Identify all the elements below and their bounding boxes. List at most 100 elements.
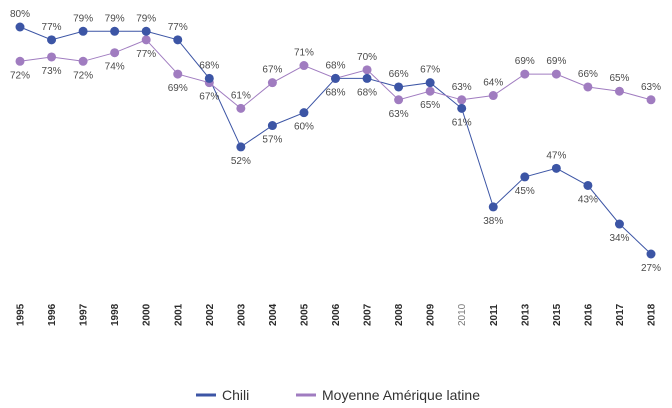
data-point-s0-2017: [614, 219, 624, 229]
data-label-s1-2001: 69%: [168, 83, 188, 94]
data-point-s1-1996: [47, 52, 57, 62]
data-label-s0-2004: 57%: [262, 135, 282, 146]
data-point-s1-2000: [141, 35, 151, 45]
legend-label-chili: Chili: [222, 387, 249, 403]
data-label-s0-2000: 79%: [136, 13, 156, 24]
data-label-s0-1996: 77%: [42, 22, 62, 33]
data-label-s1-2009: 65%: [420, 100, 440, 111]
data-point-s0-2004: [267, 121, 277, 131]
data-label-s1-2008: 63%: [389, 109, 409, 120]
x-tick-2000: 2000: [142, 303, 153, 326]
data-point-s1-2010: [457, 95, 467, 105]
data-point-s1-1998: [110, 48, 120, 58]
data-point-s0-2009: [425, 78, 435, 88]
x-tick-2011: 2011: [489, 304, 500, 326]
legend-item-chili: Chili: [196, 387, 249, 403]
data-point-s0-1996: [47, 35, 57, 45]
x-tick-2018: 2018: [647, 303, 658, 326]
data-label-s1-2005: 71%: [294, 48, 314, 59]
data-point-s1-2016: [583, 82, 593, 92]
legend-label-moyenne: Moyenne Amérique latine: [322, 387, 480, 403]
data-point-s1-1997: [78, 56, 88, 66]
data-label-s0-2002: 68%: [199, 60, 219, 71]
legend-item-moyenne: Moyenne Amérique latine: [296, 387, 480, 403]
data-label-s1-1995: 72%: [10, 70, 30, 81]
x-tick-2017: 2017: [615, 303, 626, 326]
data-label-s1-1997: 72%: [73, 70, 93, 81]
data-point-s1-2009: [425, 86, 435, 96]
data-label-s1-2016: 66%: [578, 69, 598, 80]
data-point-s0-2003: [236, 142, 246, 152]
data-label-s0-2008: 66%: [389, 69, 409, 80]
x-tick-2003: 2003: [236, 303, 247, 326]
x-tick-2002: 2002: [205, 303, 216, 326]
data-point-s0-2018: [646, 249, 656, 259]
data-label-s1-1996: 73%: [42, 66, 62, 77]
data-point-s0-1995: [15, 22, 25, 32]
data-label-s1-2018: 63%: [641, 82, 661, 93]
data-label-s1-2004: 67%: [262, 65, 282, 76]
data-label-s0-1998: 79%: [105, 13, 125, 24]
data-point-s1-2003: [236, 103, 246, 113]
x-tick-2013: 2013: [520, 303, 531, 326]
x-tick-1998: 1998: [110, 303, 121, 326]
data-label-s0-2016: 43%: [578, 194, 598, 205]
data-point-s0-2006: [331, 73, 340, 83]
data-label-s0-2018: 27%: [641, 263, 661, 274]
data-point-s0-1998: [110, 26, 120, 36]
data-point-s1-2011: [488, 91, 498, 101]
data-point-s1-2008: [394, 95, 404, 105]
data-label-s1-2006: 68%: [325, 87, 345, 98]
data-label-s1-2010: 63%: [452, 82, 472, 93]
x-tick-2004: 2004: [268, 303, 279, 326]
x-tick-1995: 1995: [16, 303, 27, 326]
data-point-s0-2005: [299, 108, 309, 118]
data-point-s0-2001: [173, 35, 183, 45]
data-point-s1-2004: [267, 78, 277, 88]
data-label-s0-2009: 67%: [420, 65, 440, 76]
data-point-s0-2016: [583, 180, 593, 190]
data-point-s1-2001: [173, 69, 183, 79]
data-label-s0-2003: 52%: [231, 156, 251, 167]
x-tick-2015: 2015: [552, 303, 563, 326]
x-tick-2009: 2009: [426, 303, 437, 326]
legend: Chili Moyenne Amérique latine: [196, 387, 480, 403]
data-label-s1-2000: 77%: [136, 49, 156, 60]
data-label-s1-2013: 69%: [515, 56, 535, 67]
data-label-s1-1998: 74%: [105, 62, 125, 73]
data-point-s0-2000: [141, 26, 151, 36]
x-tick-2007: 2007: [363, 303, 374, 326]
data-label-s0-2017: 34%: [609, 233, 629, 244]
data-point-s0-2008: [394, 82, 404, 92]
data-label-s0-2006: 68%: [325, 60, 345, 71]
data-label-s0-2001: 77%: [168, 22, 188, 33]
x-tick-2005: 2005: [299, 303, 310, 326]
x-tick-2016: 2016: [583, 303, 594, 326]
data-point-s0-2011: [488, 202, 498, 212]
data-label-s0-2013: 45%: [515, 186, 535, 197]
data-point-s1-2015: [551, 69, 561, 79]
x-tick-2010: 2010: [457, 303, 468, 326]
data-labels: 72% 73% 72% 74% 77% 69% 67% 61% 67% 71% 68% 70% 63% 6…: [10, 9, 661, 274]
data-label-s1-2007: 70%: [357, 52, 377, 63]
data-label-s1-2015: 69%: [546, 56, 566, 67]
x-tick-2008: 2008: [394, 303, 405, 326]
data-label-s0-2011: 38%: [483, 216, 503, 227]
data-label-s0-2015: 47%: [546, 150, 566, 161]
data-point-s1-2018: [646, 95, 656, 105]
data-point-s0-2010: [457, 103, 467, 113]
data-point-s0-2015: [551, 163, 561, 173]
data-point-s1-2005: [299, 61, 309, 71]
data-label-s1-2002: 67%: [199, 92, 219, 103]
data-point-s0-2013: [520, 172, 530, 182]
data-point-s0-2002: [204, 73, 214, 83]
x-axis-ticks: 1995 1996 1997 1998 2000 2001 2002 2003 2004 2005…: [16, 303, 658, 326]
x-tick-1996: 1996: [47, 303, 58, 326]
data-point-s1-1995: [15, 56, 25, 66]
data-point-s1-2007: [362, 65, 372, 75]
data-points: [15, 22, 656, 259]
data-label-s0-2005: 60%: [294, 122, 314, 133]
x-tick-2001: 2001: [173, 303, 184, 326]
data-point-s1-2013: [520, 69, 530, 79]
